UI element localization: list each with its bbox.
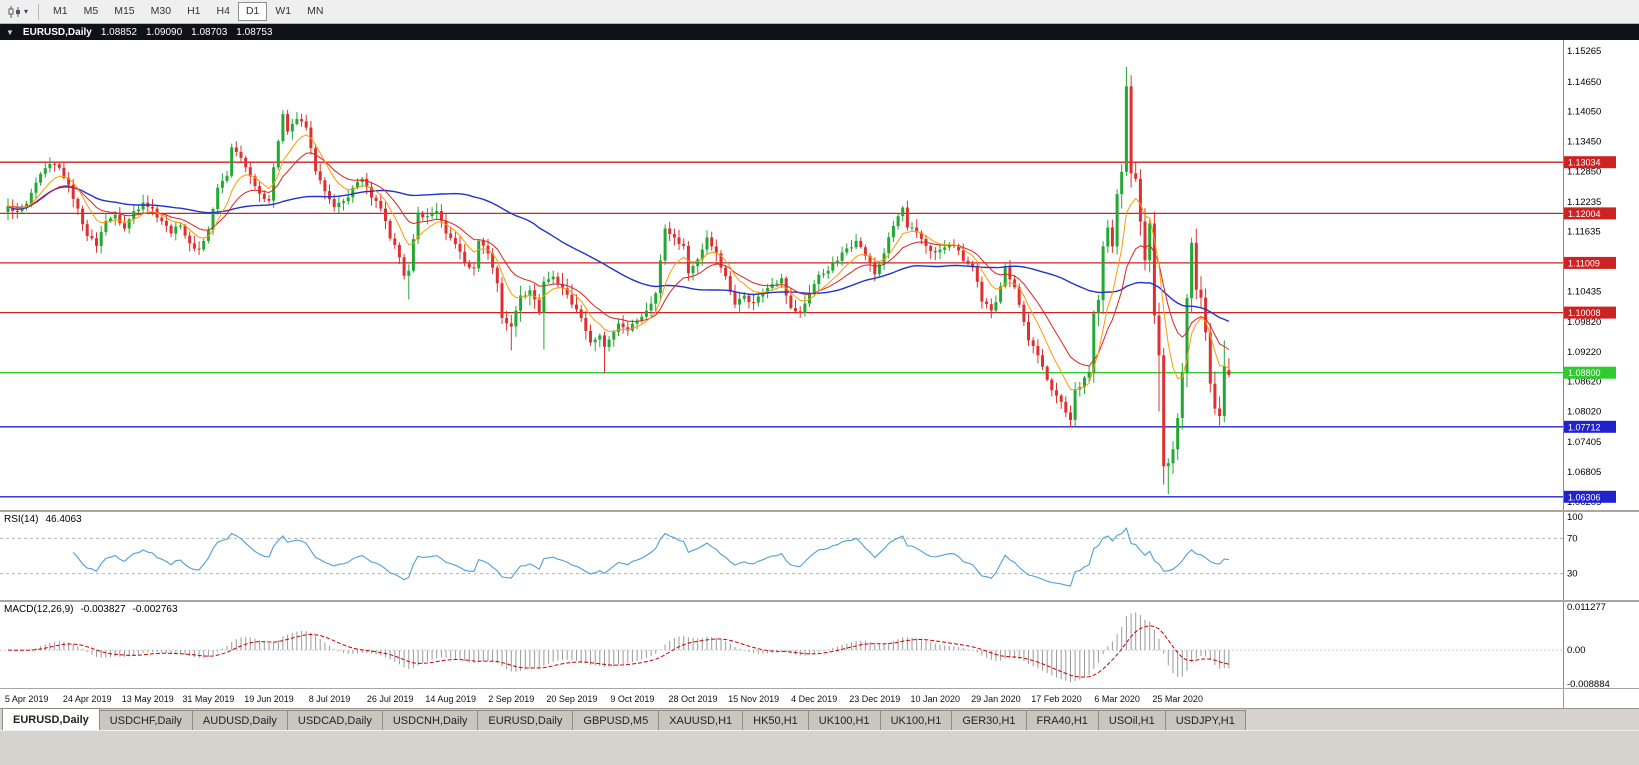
timeframe-button-h4[interactable]: H4	[216, 5, 230, 18]
chart-tab-14[interactable]: USDJPY,H1	[1164, 710, 1246, 730]
timeframe-button-mn[interactable]: MN	[307, 5, 324, 18]
svg-text:100: 100	[1567, 512, 1583, 523]
chart-tab-4[interactable]: USDCNH,Daily	[381, 710, 479, 730]
chart-tab-7[interactable]: XAUUSD,H1	[658, 710, 744, 730]
rsi-panel[interactable]: RSI(14) 46.4063 100 70 30	[0, 512, 1639, 600]
timeframe-button-m15[interactable]: M15	[114, 5, 135, 18]
chart-tab-12[interactable]: FRA40,H1	[1025, 710, 1099, 730]
date-axis-label: 23 Dec 2019	[849, 694, 901, 704]
date-axis-label: 4 Dec 2019	[791, 694, 838, 704]
date-axis-label: 31 May 2019	[182, 694, 235, 704]
svg-text:70: 70	[1567, 533, 1578, 544]
timeframe-button-m30[interactable]: M30	[150, 5, 172, 18]
chart-tab-2[interactable]: AUDUSD,Daily	[191, 710, 288, 730]
axis-separator	[1563, 689, 1564, 708]
chart-tab-bar: EURUSD,Daily USDCHF,Daily AUDUSD,Daily USDC…	[0, 708, 1639, 730]
date-axis-label: 10 Jan 2020	[910, 694, 961, 704]
svg-text:1.07712: 1.07712	[1568, 422, 1601, 432]
timeframe-button-m1[interactable]: M1	[53, 5, 68, 18]
panel-splitter[interactable]	[0, 600, 1639, 602]
svg-text:1.12235: 1.12235	[1567, 197, 1601, 208]
timeframe-button-group: M1 M5 M15 M30 H1 H4 D1 W1 MN	[45, 2, 331, 21]
svg-text:1.13034: 1.13034	[1568, 158, 1601, 168]
svg-text:0.011277: 0.011277	[1567, 602, 1606, 613]
date-axis-label: 9 Oct 2019	[610, 694, 655, 704]
chart-tab-5[interactable]: EURUSD,Daily	[477, 710, 574, 730]
svg-text:1.14050: 1.14050	[1567, 107, 1601, 118]
panel-splitter[interactable]	[0, 510, 1639, 512]
date-axis-label: 5 Apr 2019	[4, 694, 49, 704]
rsi-chart-canvas[interactable]: 100 70 30	[0, 512, 1639, 600]
svg-text:1.11635: 1.11635	[1567, 227, 1601, 238]
svg-text:1.09220: 1.09220	[1567, 347, 1601, 358]
svg-text:30: 30	[1567, 569, 1578, 580]
macd-chart-canvas[interactable]: 0.011277 0.00 -0.008884	[0, 602, 1639, 688]
date-axis-label: 24 Apr 2019	[62, 694, 112, 704]
svg-text:1.06805: 1.06805	[1567, 467, 1601, 478]
price-chart-canvas[interactable]: 1.15265 1.14650 1.14050 1.13450 1.12850 1.122…	[0, 40, 1639, 510]
svg-text:1.08800: 1.08800	[1568, 368, 1601, 378]
svg-text:1.11009: 1.11009	[1568, 258, 1600, 268]
svg-text:1.09820: 1.09820	[1567, 317, 1601, 328]
svg-text:1.12004: 1.12004	[1568, 209, 1601, 219]
svg-text:-0.008884: -0.008884	[1567, 679, 1610, 688]
chart-tab-11[interactable]: GER30,H1	[951, 710, 1027, 730]
chart-tab-0[interactable]: EURUSD,Daily	[2, 708, 100, 730]
date-axis-label: 14 Aug 2019	[425, 694, 476, 704]
svg-text:1.14650: 1.14650	[1567, 77, 1601, 88]
timeframe-button-m5[interactable]: M5	[83, 5, 99, 18]
chart-tab-9[interactable]: UK100,H1	[807, 710, 881, 730]
timeframe-button-h1[interactable]: H1	[187, 5, 201, 18]
chart-tab-10[interactable]: UK100,H1	[879, 710, 953, 730]
date-axis[interactable]: 5 Apr 2019 24 Apr 2019 13 May 2019 31 May 2…	[0, 688, 1639, 708]
svg-text:1.08020: 1.08020	[1567, 407, 1601, 418]
status-bar	[0, 730, 1639, 765]
ohlc-open: 1.08852	[100, 26, 137, 38]
ohlc-high: 1.09090	[145, 26, 183, 38]
window-menu-icon[interactable]: ▼	[6, 27, 14, 37]
date-axis-label: 26 Jul 2019	[366, 694, 414, 704]
ohlc-close: 1.08753	[236, 26, 273, 38]
date-axis-label: 20 Sep 2019	[546, 694, 598, 704]
date-axis-label: 19 Jun 2019	[244, 694, 294, 704]
chart-symbol-title: EURUSD,Daily	[22, 26, 92, 38]
chart-type-button[interactable]: ▾	[4, 4, 32, 20]
timeframe-button-d1[interactable]: D1	[237, 2, 268, 21]
date-axis-label: 2 Sep 2019	[488, 694, 535, 704]
date-axis-label: 15 Nov 2019	[728, 694, 780, 704]
timeframe-button-w1[interactable]: W1	[275, 5, 292, 18]
date-axis-label: 25 Mar 2020	[1152, 694, 1203, 704]
date-axis-label: 28 Oct 2019	[668, 694, 718, 704]
ohlc-low: 1.08703	[191, 26, 228, 38]
chart-tab-8[interactable]: HK50,H1	[742, 710, 809, 730]
svg-text:1.10008: 1.10008	[1568, 308, 1601, 318]
macd-panel[interactable]: MACD(12,26,9) -0.003827 -0.002763 0.0112…	[0, 602, 1639, 688]
timeframe-toolbar: ▾ M1 M5 M15 M30 H1 H4 D1 W1 MN	[0, 0, 1639, 24]
candlestick-chart-icon	[8, 5, 20, 18]
svg-text:1.06306: 1.06306	[1568, 492, 1601, 502]
chart-title-bar: ▼ EURUSD,Daily 1.08852 1.09090 1.08703 1…	[0, 24, 1639, 40]
svg-text:1.13450: 1.13450	[1567, 137, 1601, 148]
svg-text:1.12850: 1.12850	[1567, 166, 1601, 177]
date-axis-label: 17 Feb 2020	[1031, 694, 1082, 704]
date-axis-label: 13 May 2019	[121, 694, 174, 704]
chart-tab-6[interactable]: GBPUSD,M5	[572, 710, 660, 730]
chevron-down-icon: ▾	[24, 7, 29, 16]
svg-text:1.07405: 1.07405	[1567, 437, 1601, 448]
chart-tab-3[interactable]: USDCAD,Daily	[286, 710, 383, 730]
toolbar-separator	[38, 3, 40, 20]
price-chart-panel[interactable]: 1.15265 1.14650 1.14050 1.13450 1.12850 1.122…	[0, 40, 1639, 510]
date-axis-label: 29 Jan 2020	[971, 694, 1021, 704]
svg-text:1.15265: 1.15265	[1567, 46, 1601, 57]
svg-text:1.08620: 1.08620	[1567, 377, 1601, 388]
chart-tab-13[interactable]: USOil,H1	[1097, 710, 1166, 730]
date-axis-label: 8 Jul 2019	[308, 694, 351, 704]
chart-tab-1[interactable]: USDCHF,Daily	[98, 710, 193, 730]
date-axis-label: 6 Mar 2020	[1094, 694, 1140, 704]
svg-text:0.00: 0.00	[1567, 645, 1586, 656]
svg-text:1.10435: 1.10435	[1567, 286, 1601, 297]
